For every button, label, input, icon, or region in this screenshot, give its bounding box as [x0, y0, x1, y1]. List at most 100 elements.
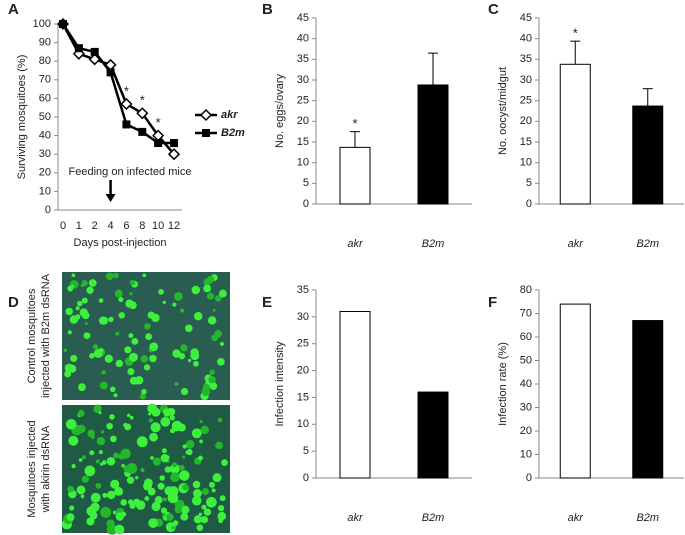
fluorescent-oocyst	[120, 499, 128, 506]
fluorescent-oocyst	[90, 502, 100, 512]
fluorescent-oocyst	[126, 462, 138, 474]
fluorescent-oocyst	[174, 505, 183, 514]
point	[136, 107, 149, 120]
fluorescent-oocyst	[89, 450, 95, 456]
fluorescent-oocyst	[92, 344, 99, 350]
x-tick-label: 1	[76, 220, 82, 232]
fluorescent-oocyst	[81, 311, 90, 320]
point	[74, 44, 83, 53]
fluorescent-oocyst	[118, 296, 124, 302]
fluorescent-oocyst	[180, 387, 189, 396]
y-tick-label: 40	[520, 378, 532, 390]
bar	[632, 320, 664, 479]
fluorescent-oocyst	[93, 404, 102, 413]
fluorescent-oocyst	[164, 466, 172, 473]
x-tick-label: akr	[347, 512, 364, 524]
fluorescent-oocyst	[209, 369, 215, 375]
point	[59, 20, 67, 28]
fluorescent-oocyst	[65, 307, 73, 316]
fluorescent-oocyst	[98, 411, 102, 415]
panel-label: C	[488, 1, 499, 18]
fluorescent-oocyst	[203, 508, 212, 516]
point	[90, 47, 99, 56]
fluorescent-oocyst	[160, 416, 171, 427]
fluorescent-oocyst	[217, 357, 225, 366]
fluorescent-oocyst	[154, 406, 158, 410]
fluorescent-oocyst	[86, 286, 94, 294]
fluorescent-oocyst	[84, 465, 96, 477]
fluorescent-oocyst	[120, 448, 131, 459]
fluorescent-oocyst	[162, 512, 166, 517]
fluorescent-oocyst	[214, 329, 223, 338]
point	[154, 139, 163, 148]
fluorescent-oocyst	[207, 316, 217, 325]
bar	[417, 391, 449, 479]
x-tick-label: akr	[347, 238, 364, 250]
fluorescent-oocyst	[217, 511, 227, 521]
y-tick-label: 50	[39, 111, 51, 123]
y-tick-label: 15	[297, 136, 309, 148]
fluorescent-oocyst	[162, 497, 167, 502]
fluorescent-oocyst	[81, 297, 88, 304]
fluorescent-oocyst	[99, 381, 108, 390]
fluorescent-oocyst	[128, 352, 138, 362]
fluorescent-oocyst	[199, 420, 203, 424]
fluorescent-oocyst	[150, 422, 161, 433]
fluorescent-oocyst	[221, 459, 228, 466]
x-tick-label: akr	[568, 238, 585, 250]
fluorescent-oocyst	[161, 448, 167, 454]
fluorescent-oocyst	[63, 348, 67, 352]
fluorescent-oocyst	[139, 393, 147, 400]
fluorescent-oocyst	[71, 463, 76, 469]
fluorescent-oocyst	[144, 323, 151, 330]
y-tick-label: 25	[297, 95, 309, 107]
y-tick-label: 40	[520, 33, 532, 45]
fluorescent-oocyst	[180, 344, 188, 352]
x-tick-label: 10	[152, 220, 164, 232]
fluorescent-oocyst	[163, 408, 171, 417]
fluorescent-oocyst	[159, 475, 166, 481]
x-tick-label: 4	[108, 220, 114, 232]
fluorescent-oocyst	[71, 273, 76, 278]
y-axis-label: Infection intensity	[274, 341, 286, 426]
fluorescent-oocyst	[212, 473, 222, 483]
y-tick-label: 60	[520, 331, 532, 343]
fluorescent-oocyst	[89, 352, 95, 359]
fluorescent-oocyst	[193, 360, 199, 367]
significance-mark: *	[352, 116, 357, 131]
fluorescent-oocyst	[174, 292, 183, 301]
fluorescent-oocyst	[181, 505, 190, 514]
panel-label: B	[262, 1, 273, 18]
fluorescent-oocyst	[151, 501, 161, 512]
y-tick-label: 35	[297, 284, 309, 296]
fluorescent-oocyst	[106, 519, 115, 528]
fluorescent-oocyst	[200, 515, 209, 524]
y-tick-label: 0	[303, 198, 309, 210]
fluorescent-oocyst	[113, 452, 120, 459]
fluorescent-oocyst	[152, 457, 161, 466]
y-axis-label: Surviving mosquitoes (%)	[16, 55, 28, 180]
fluorescent-oocyst	[193, 312, 203, 321]
bar	[632, 105, 664, 205]
fluorescent-oocyst	[178, 464, 185, 471]
y-tick-label: 5	[526, 177, 532, 189]
fluorescent-oocyst	[184, 324, 193, 333]
y-tick-label: 70	[520, 307, 532, 319]
fluorescent-oocyst	[190, 348, 199, 357]
fluorescent-oocyst	[219, 341, 224, 347]
fluorescent-oocyst	[109, 386, 116, 393]
point	[106, 68, 115, 77]
x-tick-label: B2m	[636, 238, 659, 250]
fluorescent-oocyst	[191, 428, 202, 439]
fluorescent-oocyst	[114, 289, 123, 298]
fluorescent-oocyst	[199, 439, 204, 444]
fluorescent-oocyst	[172, 302, 177, 307]
fluorescent-oocyst	[124, 346, 132, 354]
y-tick-label: 45	[297, 12, 309, 24]
fluorescent-oocyst	[78, 383, 86, 392]
fluorescent-oocyst	[113, 272, 119, 279]
fluorescent-oocyst	[162, 300, 166, 305]
fluorescent-oocyst	[93, 348, 103, 358]
fluorescent-oocyst	[121, 463, 125, 468]
